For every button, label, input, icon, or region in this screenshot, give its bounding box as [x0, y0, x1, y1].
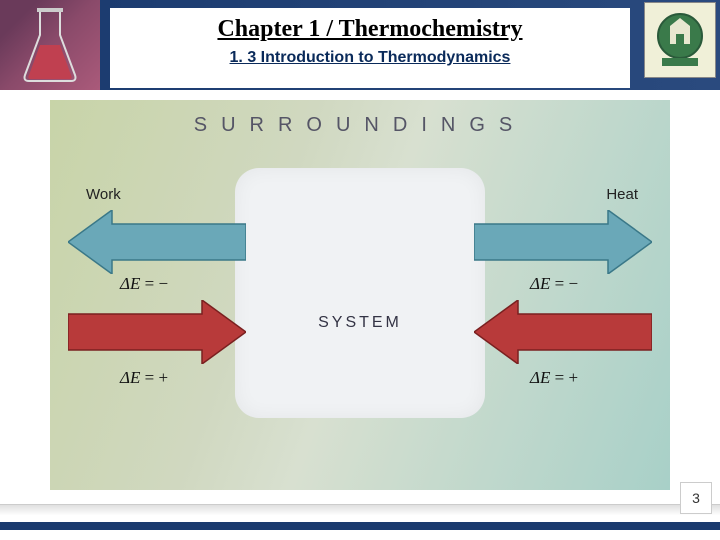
work-label: Work [86, 186, 121, 203]
arrow-heat-in [474, 300, 652, 364]
arrow-heat-out [474, 210, 652, 274]
title-area: Chapter 1 / Thermochemistry 1. 3 Introdu… [110, 8, 630, 88]
eq-work-in: ΔE = + [120, 368, 168, 388]
section-title: 1. 3 Introduction to Thermodynamics [134, 49, 606, 67]
flask-image [0, 0, 100, 90]
page-number: 3 [680, 482, 712, 514]
heat-label: Heat [606, 186, 638, 203]
eq-heat-out: ΔE = − [530, 274, 578, 294]
flask-icon [15, 5, 85, 85]
footer-bar [0, 504, 720, 540]
system-box [235, 168, 485, 418]
chapter-title: Chapter 1 / Thermochemistry [134, 16, 606, 43]
arrow-work-out [68, 210, 246, 274]
thermodynamics-diagram: SURROUNDINGS SYSTEM Work Heat ΔE = − ΔE … [50, 100, 670, 490]
header-bar: Chapter 1 / Thermochemistry 1. 3 Introdu… [0, 0, 720, 90]
arrow-work-in [68, 300, 246, 364]
university-logo [644, 2, 716, 78]
surroundings-label: SURROUNDINGS [50, 114, 670, 137]
eq-work-out: ΔE = − [120, 274, 168, 294]
eq-heat-in: ΔE = + [530, 368, 578, 388]
